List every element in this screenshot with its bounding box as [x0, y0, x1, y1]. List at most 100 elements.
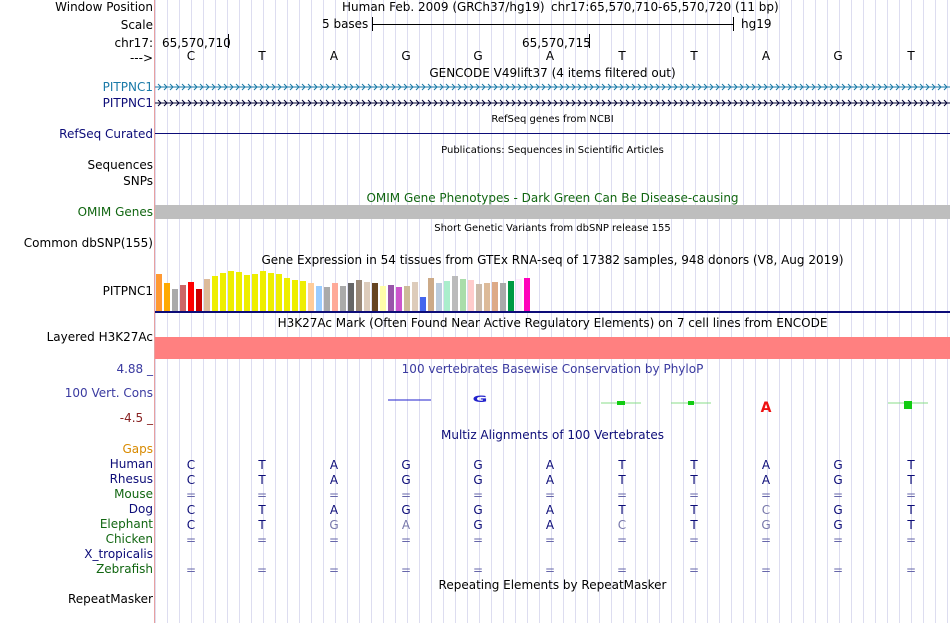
omim-title[interactable]: OMIM Gene Phenotypes - Dark Green Can Be… [366, 191, 739, 205]
gtex-bar[interactable] [236, 272, 242, 311]
species-label[interactable]: Elephant [99, 517, 153, 531]
scale-text: 5 bases [322, 17, 369, 31]
gencode-item-1-label[interactable]: PITPNC1 [102, 80, 153, 94]
gtex-bar[interactable] [372, 283, 378, 311]
rmsk-label[interactable]: RepeatMasker [67, 592, 153, 606]
gtex-bar[interactable] [420, 297, 426, 311]
gtex-bar[interactable] [356, 280, 362, 311]
gencode-title[interactable]: GENCODE V49lift37 (4 items filtered out) [429, 66, 676, 80]
gtex-bar[interactable] [476, 284, 482, 311]
gtex-bar[interactable] [212, 276, 218, 311]
h3k-signal[interactable] [155, 337, 950, 359]
gtex-bar[interactable] [484, 283, 490, 311]
phylop-logo[interactable]: G A [155, 390, 950, 414]
position-readout[interactable]: chr17:65,570,710-65,570,720 (11 bp) [551, 0, 779, 14]
alignment-base: = [472, 533, 484, 547]
gtex-bar[interactable] [396, 287, 402, 311]
species-label[interactable]: Chicken [105, 532, 153, 546]
phylop-label[interactable]: 100 Vert. Cons [64, 386, 153, 400]
gtex-bar[interactable] [300, 281, 306, 311]
gtex-bar[interactable] [508, 281, 514, 311]
gtex-bar[interactable] [500, 283, 506, 311]
gtex-bar[interactable] [524, 278, 530, 311]
gtex-bar[interactable] [412, 282, 418, 311]
sequences-label[interactable]: Sequences [87, 158, 153, 172]
reference-base: A [761, 49, 771, 63]
species-label[interactable]: Dog [128, 502, 153, 516]
dbsnp-title[interactable]: Short Genetic Variants from dbSNP releas… [434, 223, 671, 234]
species-label[interactable]: X_tropicalis [84, 547, 153, 561]
gencode-item-2-label[interactable]: PITPNC1 [102, 96, 153, 110]
gtex-bar[interactable] [180, 285, 186, 311]
multiz-title[interactable]: Multiz Alignments of 100 Vertebrates [440, 428, 665, 442]
gtex-bar[interactable] [348, 283, 354, 311]
window-position-label: Window Position [55, 0, 153, 14]
gtex-bar[interactable] [460, 279, 466, 311]
gtex-bar[interactable] [220, 273, 226, 311]
gtex-bar[interactable] [516, 279, 522, 311]
gtex-bar[interactable] [276, 274, 282, 311]
gtex-bar[interactable] [268, 273, 274, 311]
alignment-base: G [473, 473, 483, 487]
pubs-title[interactable]: Publications: Sequences in Scientific Ar… [441, 145, 664, 156]
gencode-item-2[interactable] [155, 97, 950, 109]
alignment-base: = [760, 488, 772, 502]
gtex-bar[interactable] [364, 282, 370, 311]
gtex-bar[interactable] [492, 282, 498, 311]
refseq-gene-line[interactable] [155, 133, 950, 134]
omim-feature[interactable] [155, 205, 950, 219]
gtex-bar[interactable] [188, 282, 194, 311]
reference-base: T [258, 49, 266, 63]
refseq-title[interactable]: RefSeq genes from NCBI [491, 114, 614, 125]
gtex-bar[interactable] [252, 274, 258, 311]
phylop-min: -4.5 _ [119, 411, 153, 425]
phylop-max: 4.88 _ [116, 362, 153, 376]
gtex-bar[interactable] [244, 275, 250, 311]
gtex-bar[interactable] [156, 274, 162, 311]
gtex-title[interactable]: Gene Expression in 54 tissues from GTEx … [261, 253, 844, 267]
species-label[interactable]: Mouse [114, 487, 153, 501]
gtex-bar[interactable] [204, 279, 210, 311]
gtex-bar[interactable] [444, 281, 450, 311]
gtex-label[interactable]: PITPNC1 [102, 284, 153, 298]
alignment-base: T [690, 473, 698, 487]
gtex-bar[interactable] [380, 286, 386, 311]
phylop-title[interactable]: 100 vertebrates Basewise Conservation by… [401, 362, 704, 376]
gtex-bar[interactable] [324, 287, 330, 311]
snps-label[interactable]: SNPs [123, 174, 153, 188]
gtex-bar[interactable] [292, 280, 298, 311]
rmsk-title[interactable]: Repeating Elements by RepeatMasker [438, 578, 667, 592]
gtex-bar[interactable] [428, 278, 434, 311]
gtex-bar[interactable] [164, 283, 170, 311]
gtex-bar[interactable] [172, 289, 178, 311]
alignment-base: T [618, 503, 626, 517]
species-label[interactable]: Rhesus [109, 472, 153, 486]
gtex-bar[interactable] [284, 278, 290, 311]
gaps-label[interactable]: Gaps [122, 442, 153, 456]
alignment-base: = [400, 488, 412, 502]
gtex-bar[interactable] [332, 283, 338, 311]
omim-label[interactable]: OMIM Genes [77, 205, 153, 219]
refseq-label[interactable]: RefSeq Curated [59, 127, 153, 141]
species-label[interactable]: Zebrafish [96, 562, 153, 576]
gencode-item-1[interactable] [155, 81, 950, 93]
gtex-bar[interactable] [452, 276, 458, 311]
alignment-base: A [545, 503, 555, 517]
gtex-bar[interactable] [196, 289, 202, 311]
species-label[interactable]: Human [109, 457, 153, 471]
gtex-bar[interactable] [404, 286, 410, 311]
alignment-base: A [545, 518, 555, 532]
gtex-bar[interactable] [388, 285, 394, 311]
dbsnp-label[interactable]: Common dbSNP(155) [23, 236, 153, 250]
gtex-bar[interactable] [468, 280, 474, 311]
gtex-bar[interactable] [436, 283, 442, 311]
gtex-bar[interactable] [316, 286, 322, 311]
gtex-bar[interactable] [308, 283, 314, 311]
gtex-bar[interactable] [340, 286, 346, 311]
h3k-label[interactable]: Layered H3K27Ac [46, 330, 153, 344]
gtex-expression-bars[interactable] [155, 268, 950, 314]
gtex-bar[interactable] [260, 271, 266, 311]
gtex-bar[interactable] [228, 271, 234, 311]
reference-base: T [690, 49, 698, 63]
h3k-title[interactable]: H3K27Ac Mark (Often Found Near Active Re… [277, 316, 828, 330]
